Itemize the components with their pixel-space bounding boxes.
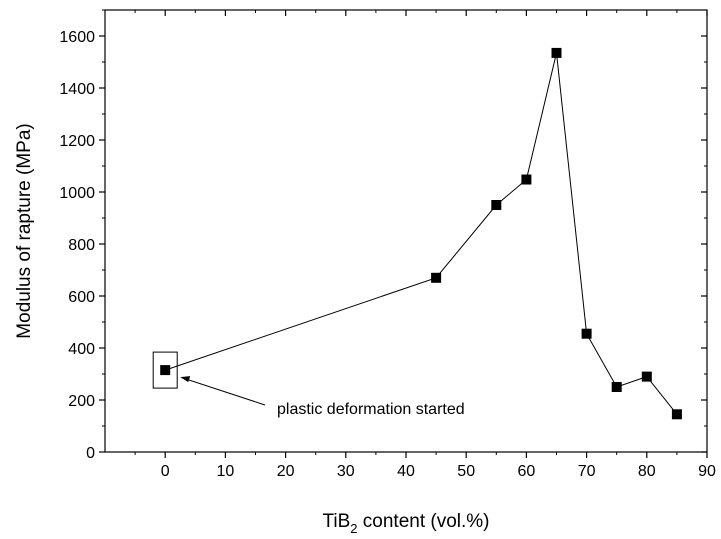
data-point	[581, 328, 592, 339]
annotation-text: plastic deformation started	[277, 401, 465, 418]
x-axis-title: TiB2 content (vol.%)	[322, 511, 489, 536]
x-tick-label: 30	[337, 463, 355, 480]
x-tick-label: 0	[161, 463, 170, 480]
data-point	[551, 47, 562, 58]
y-tick-label: 400	[68, 341, 95, 358]
x-tick-label: 80	[638, 463, 656, 480]
tick-labels: 0 10 20 30 40 50 60 70 80 90 0 200 400 600 800 1000 1200…	[59, 29, 716, 480]
data-point	[611, 382, 622, 392]
data-point	[431, 272, 442, 283]
x-tick-label: 10	[217, 463, 235, 480]
y-axis-title: Modulus of rapture (MPa)	[14, 123, 35, 338]
axis-ticks	[99, 9, 708, 458]
x-tick-label: 60	[518, 463, 536, 480]
y-tick-label: 200	[68, 393, 95, 410]
annotation-arrowhead	[180, 376, 191, 383]
data-point	[671, 409, 682, 420]
y-tick-label: 1200	[59, 133, 95, 150]
y-tick-label: 0	[86, 445, 95, 462]
x-tick-label: 20	[277, 463, 295, 480]
annotation-box	[152, 351, 178, 389]
data-point	[521, 174, 532, 185]
y-tick-label: 600	[68, 289, 95, 306]
x-tick-label: 50	[457, 463, 475, 480]
data-point	[160, 365, 171, 376]
y-tick-label: 800	[68, 237, 95, 254]
data-point	[641, 371, 652, 382]
annotation-arrow-line	[183, 377, 266, 406]
y-tick-label: 1400	[59, 81, 95, 98]
x-tick-label: 40	[397, 463, 415, 480]
data-point	[491, 200, 502, 210]
series-layer	[160, 47, 682, 420]
x-tick-label: 70	[578, 463, 596, 480]
y-tick-label: 1600	[59, 29, 95, 46]
series-line	[165, 52, 678, 415]
annotation-layer: plastic deformation started	[152, 351, 465, 418]
x-tick-label: 90	[698, 463, 716, 480]
y-tick-label: 1000	[59, 185, 95, 202]
